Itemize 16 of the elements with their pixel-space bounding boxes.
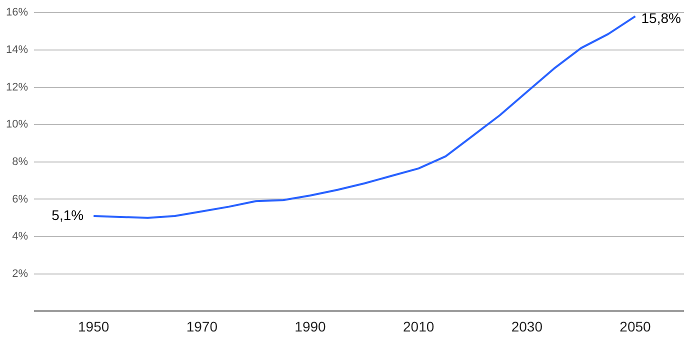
y-tick-label: 4% [12, 230, 28, 243]
x-tick-label: 2050 [620, 318, 652, 334]
x-tick-label: 2030 [511, 318, 543, 334]
y-tick-label: 6% [12, 193, 28, 206]
y-tick-label: 2% [12, 268, 28, 280]
y-tick-label: 8% [12, 156, 28, 168]
x-tick-label: 1970 [186, 318, 218, 334]
data-label: 15,8% [641, 10, 681, 26]
x-tick-label: 1950 [78, 318, 110, 334]
x-tick-label: 2010 [403, 318, 434, 334]
y-tick-label: 16% [6, 6, 28, 19]
x-tick-label: 1990 [294, 318, 326, 334]
y-tick-label: 14% [6, 44, 28, 56]
y-tick-label: 10% [6, 118, 28, 131]
data-label: 5,1% [52, 206, 84, 223]
y-tick-label: 12% [6, 81, 28, 94]
